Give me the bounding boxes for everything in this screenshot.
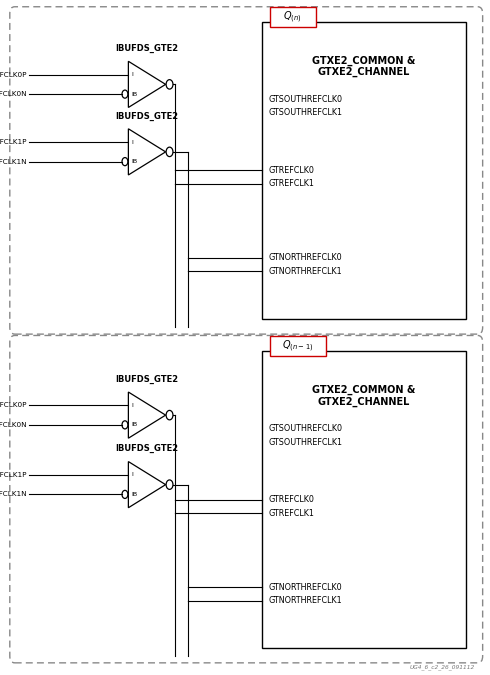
Text: $Q_{(n)}$: $Q_{(n)}$	[283, 9, 302, 24]
Text: GTSOUTHREFCLK1: GTSOUTHREFCLK1	[268, 108, 342, 117]
Text: IBUFDS_GTE2: IBUFDS_GTE2	[116, 44, 178, 53]
Text: MGTREFCLK1P: MGTREFCLK1P	[0, 472, 27, 478]
Bar	[262, 22, 466, 319]
Bar	[270, 7, 316, 27]
Text: I: I	[131, 140, 133, 144]
Text: I: I	[131, 72, 133, 77]
Text: UG4_6_c2_26_091112: UG4_6_c2_26_091112	[410, 664, 475, 670]
Text: MGTREFCLK0N: MGTREFCLK0N	[0, 91, 27, 97]
Text: GTNORTHREFCLK1: GTNORTHREFCLK1	[268, 267, 342, 276]
Text: MGTREFCLK1P: MGTREFCLK1P	[0, 139, 27, 145]
Text: MGTREFCLK0P: MGTREFCLK0P	[0, 402, 27, 408]
Text: MGTREFCLK1N: MGTREFCLK1N	[0, 159, 27, 165]
Text: IB: IB	[131, 492, 137, 497]
Bar	[262, 351, 466, 648]
Text: I: I	[131, 472, 133, 477]
Text: GTSOUTHREFCLK1: GTSOUTHREFCLK1	[268, 437, 342, 447]
Text: IBUFDS_GTE2: IBUFDS_GTE2	[116, 375, 178, 384]
Text: GTREFCLK0: GTREFCLK0	[268, 495, 314, 504]
Text: MGTREFCLK0P: MGTREFCLK0P	[0, 72, 27, 78]
Text: IBUFDS_GTE2: IBUFDS_GTE2	[116, 111, 178, 121]
Bar	[270, 336, 326, 356]
Text: IB: IB	[131, 92, 137, 97]
Text: MGTREFCLK1N: MGTREFCLK1N	[0, 491, 27, 497]
Text: $Q_{(n-1)}$: $Q_{(n-1)}$	[282, 339, 314, 354]
Text: GTREFCLK0: GTREFCLK0	[268, 165, 314, 175]
Text: GTREFCLK1: GTREFCLK1	[268, 508, 314, 518]
Text: GTNORTHREFCLK0: GTNORTHREFCLK0	[268, 253, 342, 263]
Text: GTSOUTHREFCLK0: GTSOUTHREFCLK0	[268, 424, 342, 433]
Text: IB: IB	[131, 159, 137, 164]
Text: GTNORTHREFCLK1: GTNORTHREFCLK1	[268, 596, 342, 605]
Text: IB: IB	[131, 423, 137, 427]
Text: GTREFCLK1: GTREFCLK1	[268, 179, 314, 188]
Text: I: I	[131, 403, 133, 408]
Text: GTSOUTHREFCLK0: GTSOUTHREFCLK0	[268, 95, 342, 104]
Text: GTXE2_COMMON &
GTXE2_CHANNEL: GTXE2_COMMON & GTXE2_CHANNEL	[312, 385, 416, 407]
Text: GTXE2_COMMON &
GTXE2_CHANNEL: GTXE2_COMMON & GTXE2_CHANNEL	[312, 55, 416, 78]
Text: IBUFDS_GTE2: IBUFDS_GTE2	[116, 444, 178, 454]
Text: GTNORTHREFCLK0: GTNORTHREFCLK0	[268, 583, 342, 592]
Text: MGTREFCLK0N: MGTREFCLK0N	[0, 422, 27, 428]
